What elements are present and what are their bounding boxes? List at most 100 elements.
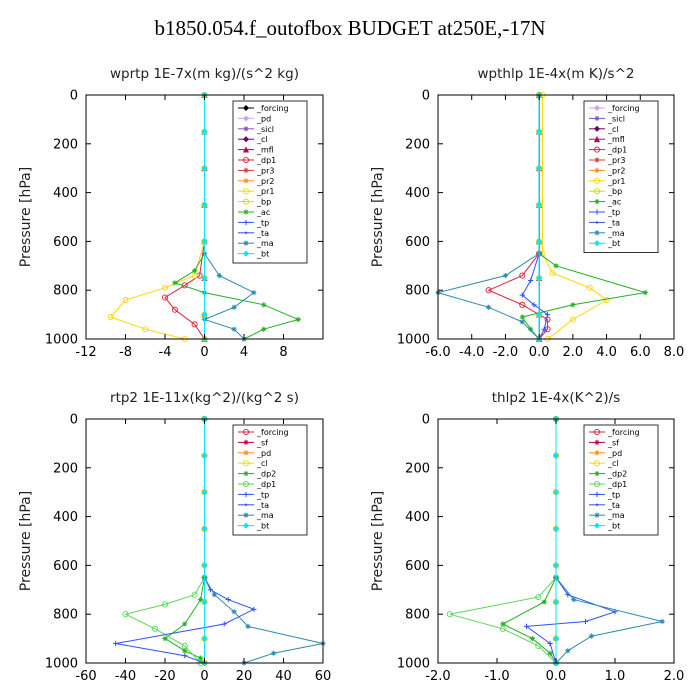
legend-label: _pd bbox=[256, 449, 271, 458]
legend-marker bbox=[243, 240, 249, 246]
legend-label: _bt bbox=[607, 239, 620, 248]
legend-item: _ta bbox=[238, 229, 269, 238]
data-point bbox=[231, 609, 237, 615]
legend-marker bbox=[595, 221, 599, 224]
data-point bbox=[544, 312, 551, 318]
data-point bbox=[201, 311, 208, 318]
legend-item: _tp bbox=[589, 208, 620, 217]
data-point bbox=[171, 306, 178, 313]
data-point bbox=[201, 452, 208, 459]
series-line bbox=[164, 419, 205, 664]
data-point bbox=[547, 650, 553, 656]
y-tick-label: 0 bbox=[422, 413, 430, 428]
legend-label: _cl bbox=[256, 135, 268, 144]
legend-marker bbox=[242, 115, 250, 122]
y-tick-label: 600 bbox=[405, 559, 430, 574]
legend-label: _cl bbox=[607, 125, 619, 134]
legend-label: _forcing bbox=[256, 104, 289, 113]
legend-marker bbox=[593, 428, 601, 436]
legend-marker bbox=[594, 439, 600, 445]
x-tick-label: 2.0 bbox=[563, 345, 584, 360]
y-tick-label: 1000 bbox=[45, 657, 78, 672]
legend-marker bbox=[243, 512, 249, 518]
data-point bbox=[552, 598, 560, 606]
data-point bbox=[569, 316, 576, 323]
legend-marker bbox=[594, 512, 600, 518]
data-point bbox=[122, 296, 129, 304]
data-point bbox=[182, 621, 188, 627]
legend-marker bbox=[594, 167, 600, 173]
y-axis-label: Pressure [hPa] bbox=[18, 491, 34, 591]
y-tick-label: 600 bbox=[53, 235, 78, 250]
legend-label: _cl bbox=[607, 459, 619, 468]
y-tick-label: 800 bbox=[53, 284, 78, 299]
data-point bbox=[211, 592, 217, 598]
legend-label: _cl bbox=[256, 459, 268, 468]
data-point bbox=[519, 272, 526, 279]
x-tick-label: -2.0 bbox=[425, 669, 450, 684]
data-point bbox=[531, 302, 537, 308]
series-pr1 bbox=[107, 91, 208, 343]
data-point bbox=[261, 302, 267, 308]
chart-title: thlp2 1E-4x(K^2)/s bbox=[492, 390, 621, 406]
legend-marker bbox=[594, 115, 600, 121]
data-point bbox=[271, 650, 277, 656]
legend-item: _forcing bbox=[589, 104, 640, 113]
x-tick-label: -6.0 bbox=[425, 345, 450, 360]
series-bt bbox=[536, 91, 543, 343]
series-ma bbox=[201, 92, 257, 342]
legend-item: _dp2 bbox=[238, 470, 276, 479]
data-point bbox=[499, 625, 506, 632]
legend-item: _dp1 bbox=[589, 146, 627, 155]
legend-marker bbox=[594, 199, 600, 205]
legend: _forcing_sf _pd_cl _dp2_dp1_tp _ta_ma _bt bbox=[232, 424, 308, 536]
data-point bbox=[182, 648, 188, 654]
data-point bbox=[221, 621, 227, 627]
legend-marker bbox=[244, 503, 248, 506]
data-point bbox=[659, 618, 665, 625]
data-point bbox=[161, 601, 169, 608]
legend-marker bbox=[594, 230, 600, 236]
legend-marker bbox=[243, 167, 249, 173]
legend-label: _ma bbox=[256, 511, 274, 520]
series-line bbox=[521, 95, 646, 340]
data-point bbox=[201, 201, 208, 208]
data-point bbox=[552, 562, 560, 569]
legend-item: _dp1 bbox=[238, 480, 276, 489]
data-point bbox=[529, 636, 535, 642]
data-point bbox=[586, 284, 593, 291]
x-tick-label: -4 bbox=[159, 345, 172, 360]
data-point bbox=[519, 292, 525, 298]
legend-item: _cl bbox=[589, 125, 619, 134]
legend-marker bbox=[593, 522, 601, 529]
data-point bbox=[216, 272, 222, 279]
legend: _forcing_sicl _cl_mfl _dp1_pr3_pr2 _pr1_bp _… bbox=[583, 100, 659, 254]
legend-marker bbox=[243, 219, 249, 225]
series-line bbox=[203, 95, 255, 340]
legend-item: _ma bbox=[589, 229, 625, 238]
x-tick-label: 6.0 bbox=[630, 345, 651, 360]
x-tick-label: 0.0 bbox=[529, 345, 550, 360]
data-point bbox=[536, 311, 543, 318]
legend-marker bbox=[593, 125, 601, 132]
data-point bbox=[231, 304, 237, 310]
x-tick-label: -4.0 bbox=[459, 345, 484, 360]
data-point bbox=[201, 128, 208, 135]
data-point bbox=[536, 128, 543, 135]
legend-marker bbox=[594, 491, 600, 497]
legend-marker bbox=[243, 126, 249, 132]
x-tick-label: 20 bbox=[236, 669, 253, 684]
legend-item: _forcing bbox=[589, 428, 640, 437]
x-tick-label: -40 bbox=[115, 669, 136, 684]
series-line bbox=[542, 95, 608, 340]
y-tick-label: 200 bbox=[53, 461, 78, 476]
legend-label: _ma bbox=[607, 511, 625, 520]
data-point bbox=[536, 274, 543, 282]
legend-label: _ac bbox=[607, 198, 621, 207]
legend-item: _sicl bbox=[589, 114, 625, 123]
x-tick-label: 8 bbox=[279, 345, 287, 360]
legend-label: _sf bbox=[256, 438, 268, 447]
legend-label: _dp2 bbox=[256, 470, 276, 479]
legend-item: _forcing bbox=[238, 428, 289, 437]
